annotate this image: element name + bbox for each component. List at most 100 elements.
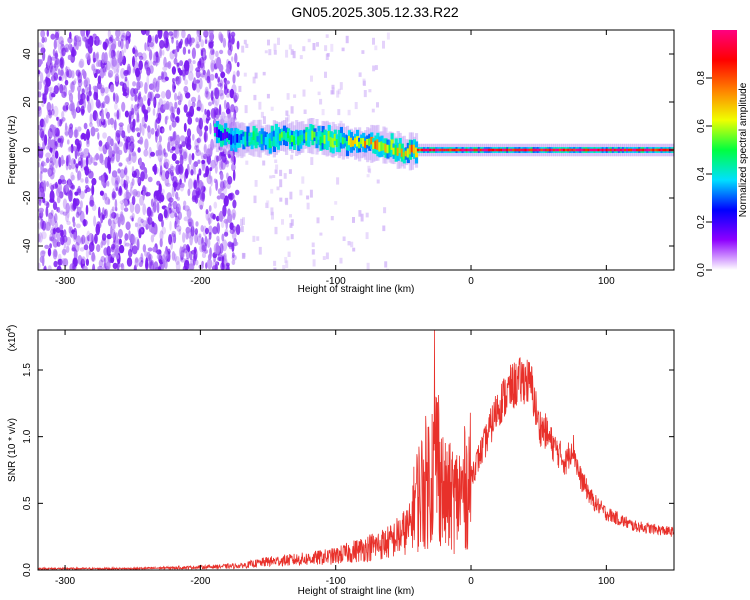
noise-cell <box>288 169 292 174</box>
noise-cell <box>94 233 98 244</box>
noise-cell <box>115 177 119 188</box>
noise-cell <box>214 263 218 270</box>
noise-cell <box>126 257 133 267</box>
noise-cell <box>254 180 258 187</box>
noise-cell <box>149 210 153 217</box>
noise-cell <box>51 124 57 136</box>
noise-cell <box>76 35 82 47</box>
signal-core <box>264 137 268 145</box>
signal-core <box>345 141 350 151</box>
noise-cell <box>200 49 204 57</box>
noise-cell <box>228 32 231 43</box>
noise-cell <box>111 56 117 67</box>
noise-cell <box>198 168 202 176</box>
noise-cell <box>70 81 75 93</box>
noise-cell <box>219 49 224 55</box>
signal-core <box>660 148 664 152</box>
noise-cell <box>227 48 232 56</box>
noise-cell <box>159 157 163 168</box>
noise-cell <box>131 166 135 175</box>
noise-cell <box>236 40 240 50</box>
noise-cell <box>151 205 157 214</box>
noise-cell <box>157 213 164 222</box>
noise-cell <box>192 60 196 65</box>
noise-cell <box>182 46 187 55</box>
noise-cell <box>196 30 201 38</box>
noise-cell <box>137 176 142 187</box>
noise-cell <box>38 149 42 162</box>
noise-cell <box>119 186 122 196</box>
noise-cell <box>125 221 131 231</box>
noise-cell <box>106 180 110 187</box>
noise-cell <box>63 242 67 248</box>
noise-cell <box>266 200 270 209</box>
noise-cell <box>91 251 96 262</box>
noise-cell <box>136 177 141 184</box>
noise-cell <box>60 229 64 237</box>
noise-cell <box>232 74 236 84</box>
noise-cell <box>51 103 54 112</box>
signal-core <box>250 137 254 145</box>
noise-cell <box>54 31 60 41</box>
noise-cell <box>145 190 148 197</box>
noise-cell <box>82 93 87 102</box>
noise-cell <box>194 79 197 85</box>
noise-cell <box>175 164 181 176</box>
noise-cell <box>282 265 286 270</box>
noise-cell <box>195 36 199 47</box>
noise-cell <box>71 70 75 79</box>
noise-cell <box>56 241 61 247</box>
noise-cell <box>101 110 104 123</box>
noise-cell <box>132 245 138 255</box>
noise-cell <box>79 58 85 68</box>
noise-cell <box>106 266 110 270</box>
noise-cell <box>143 95 147 102</box>
noise-cell <box>111 194 116 201</box>
colorbar-label: Normalized spectral amplitude <box>738 82 749 217</box>
noise-cell <box>178 228 182 235</box>
noise-cell <box>170 165 175 172</box>
noise-cell <box>79 210 85 223</box>
noise-cell <box>170 112 176 123</box>
signal-core <box>666 148 670 152</box>
signal-core <box>416 148 421 152</box>
noise-cell <box>64 122 68 132</box>
y-tick-label: 1.0 <box>22 429 33 443</box>
noise-cell <box>155 51 159 58</box>
noise-cell <box>161 219 164 228</box>
noise-cell <box>139 195 144 206</box>
noise-cell <box>221 185 228 195</box>
noise-cell <box>158 196 162 204</box>
noise-cell <box>78 60 84 68</box>
noise-cell <box>368 89 372 93</box>
noise-cell <box>231 242 235 253</box>
signal-core <box>226 131 230 139</box>
noise-cell <box>231 163 236 172</box>
signal-core <box>605 148 609 152</box>
noise-cell <box>162 66 168 71</box>
noise-cell <box>191 101 196 108</box>
noise-cell <box>219 172 224 181</box>
noise-cell <box>214 163 218 174</box>
noise-cell <box>136 238 140 251</box>
signal-core <box>500 148 504 152</box>
noise-cell <box>40 30 46 38</box>
noise-cell <box>175 39 179 47</box>
signal-core <box>546 148 550 152</box>
signal-core <box>479 148 483 152</box>
noise-cell <box>219 79 224 90</box>
noise-cell <box>337 88 341 95</box>
signal-core <box>662 148 666 152</box>
signal-core <box>410 144 414 153</box>
noise-cell <box>307 38 311 43</box>
noise-cell <box>156 128 159 138</box>
noise-cell <box>211 96 215 105</box>
noise-cell <box>208 101 212 107</box>
noise-cell <box>269 175 273 179</box>
signal-core <box>526 148 530 152</box>
noise-cell <box>59 69 65 82</box>
noise-cell <box>354 102 358 110</box>
noise-cell <box>176 203 181 215</box>
noise-cell <box>63 85 68 97</box>
noise-cell <box>95 61 100 67</box>
